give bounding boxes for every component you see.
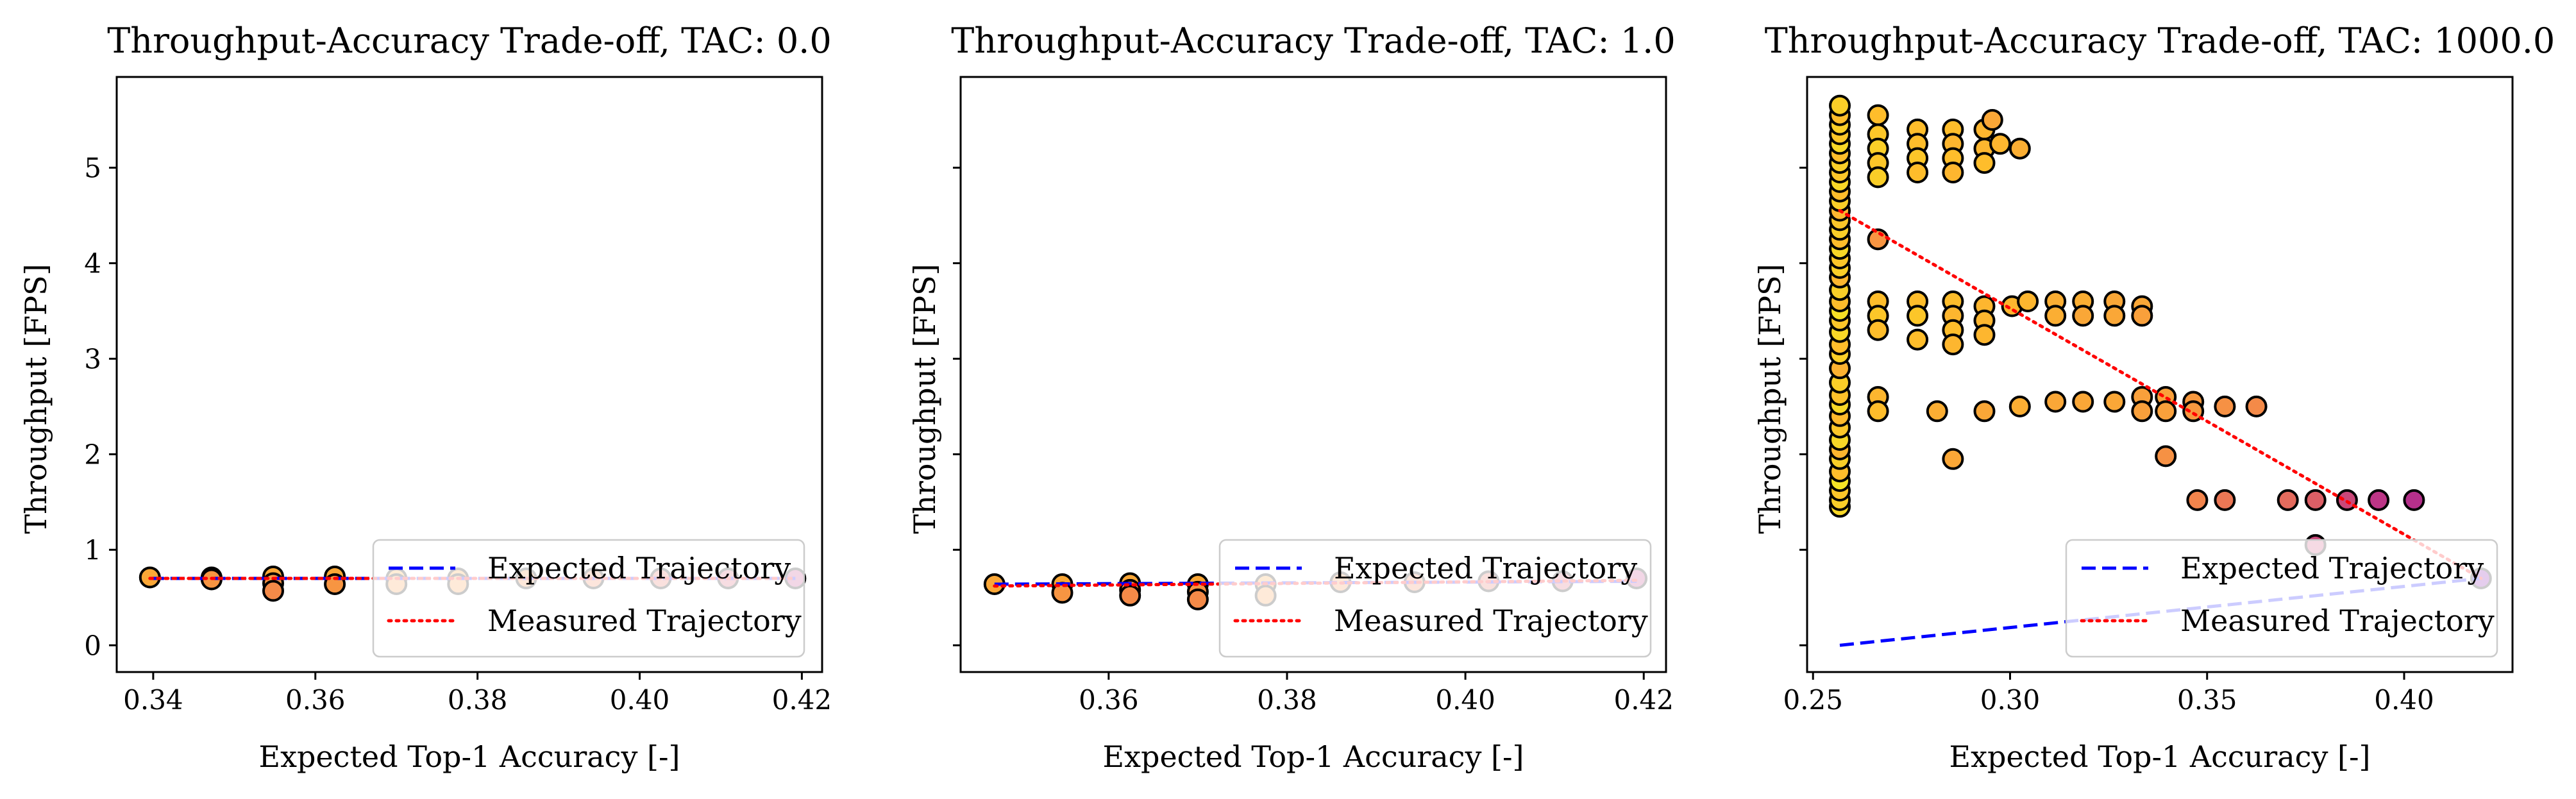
chart-title: Throughput-Accuracy Trade-off, TAC: 1.0 (951, 21, 1675, 61)
data-point (1926, 400, 1948, 423)
data-point (2103, 305, 2126, 327)
legend-measured-label: Measured Trajectory (487, 603, 802, 638)
chart-title: Throughput-Accuracy Trade-off, TAC: 0.0 (107, 21, 831, 61)
y-axis-label: Throughput [FPS] (907, 264, 942, 534)
legend-box (1218, 539, 1652, 658)
y-tick-label: 4 (84, 248, 101, 279)
data-point (2008, 137, 2031, 160)
x-tick-label: 0.42 (1613, 684, 1674, 716)
data-point (2277, 489, 2299, 511)
y-tick-label: 3 (84, 343, 101, 374)
legend-expected-label: Expected Trajectory (1334, 551, 1637, 585)
legend-box (372, 539, 805, 658)
x-tick-label: 0.42 (772, 684, 832, 716)
data-point (2103, 391, 2126, 413)
data-point (2044, 391, 2067, 413)
data-point (1973, 152, 1996, 174)
data-point (2017, 290, 2039, 312)
x-tick-label: 0.40 (610, 684, 670, 716)
data-point (2072, 305, 2094, 327)
data-point (1867, 228, 1889, 251)
legend-expected-label: Expected Trajectory (2180, 551, 2484, 585)
data-point (2008, 395, 2031, 417)
data-point (2072, 391, 2094, 413)
data-point (1942, 333, 1964, 356)
data-point (2214, 489, 2236, 511)
legend: Expected Trajectory Measured Trajectory (372, 539, 805, 658)
y-axis-label: Throughput [FPS] (19, 264, 53, 534)
data-point (2304, 489, 2327, 511)
data-point (2403, 489, 2425, 511)
x-tick-label: 0.25 (1783, 684, 1843, 716)
axes-frame (1806, 76, 2514, 673)
legend: Expected Trajectory Measured Trajectory (1218, 539, 1652, 658)
data-point (1973, 324, 1996, 346)
data-point (1907, 305, 1929, 327)
data-point (262, 580, 284, 602)
subplot-1: Throughput-Accuracy Trade-off, TAC: 0.0 … (19, 21, 832, 774)
data-point (2044, 305, 2067, 327)
data-point (1981, 109, 2003, 131)
x-tick-label: 0.36 (285, 684, 346, 716)
x-tick-label: 0.35 (2177, 684, 2237, 716)
x-axis-label: Expected Top-1 Accuracy [-] (1949, 739, 2370, 774)
x-tick-label: 0.40 (2374, 684, 2434, 716)
legend: Expected Trajectory Measured Trajectory (2065, 539, 2498, 658)
data-point (1867, 166, 1889, 189)
measured-trajectory-line (1838, 209, 2483, 580)
data-point (1867, 319, 1889, 341)
axes-frame (959, 76, 1667, 673)
y-tick-label: 1 (84, 534, 101, 566)
data-point (1942, 448, 1964, 470)
data-point (2245, 395, 2268, 417)
legend-expected-label: Expected Trajectory (487, 551, 791, 585)
data-point (1186, 588, 1209, 610)
legend-box (2065, 539, 2498, 658)
x-tick-label: 0.34 (123, 684, 183, 716)
legend-measured-label: Measured Trajectory (1334, 603, 1648, 638)
data-point (2155, 400, 2177, 423)
chart-title: Throughput-Accuracy Trade-off, TAC: 1000… (1765, 21, 2555, 61)
y-tick-label: 0 (84, 630, 101, 661)
axes-frame (115, 76, 823, 673)
data-point (2155, 445, 2177, 467)
subplot-2: Throughput-Accuracy Trade-off, TAC: 1.0 … (907, 21, 1676, 774)
x-tick-label: 0.30 (1980, 684, 2041, 716)
data-point (1829, 94, 1851, 117)
data-point (2186, 489, 2209, 511)
data-point (2131, 305, 2153, 327)
legend-measured-label: Measured Trajectory (2180, 603, 2495, 638)
data-point (2368, 489, 2390, 511)
data-point (1907, 162, 1929, 183)
y-tick-label: 2 (84, 439, 101, 470)
data-point (2131, 400, 2153, 423)
data-point (1119, 584, 1141, 607)
data-point (1867, 400, 1889, 423)
data-point (2214, 395, 2236, 417)
data-point (1907, 328, 1929, 351)
x-tick-label: 0.40 (1435, 684, 1495, 716)
data-point (1942, 162, 1964, 183)
x-tick-label: 0.36 (1079, 684, 1139, 716)
x-axis-label: Expected Top-1 Accuracy [-] (1102, 739, 1524, 774)
data-point (1973, 400, 1996, 423)
data-point (1989, 133, 2012, 155)
y-tick-label: 5 (84, 153, 101, 184)
data-point (2182, 400, 2205, 423)
subplot-3: Throughput-Accuracy Trade-off, TAC: 1000… (1753, 21, 2555, 774)
x-tick-label: 0.38 (448, 684, 508, 716)
x-axis-label: Expected Top-1 Accuracy [-] (258, 739, 680, 774)
x-tick-label: 0.38 (1257, 684, 1317, 716)
data-point (1867, 104, 1889, 126)
y-axis-label: Throughput [FPS] (1753, 264, 1787, 534)
